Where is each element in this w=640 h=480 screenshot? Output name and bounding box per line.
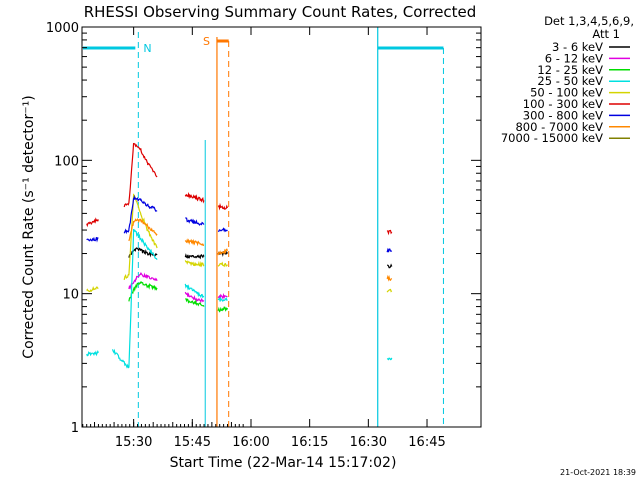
legend-label-8: 7000 - 15000 keV	[501, 131, 603, 145]
series-7-segment-1	[184, 238, 205, 247]
x-tick-label-3: 16:15	[291, 435, 328, 450]
series-2-segment-1	[185, 298, 205, 307]
series-3-segment-3	[217, 296, 228, 303]
series-3-segment-1	[111, 228, 158, 369]
series-7-segment-3	[386, 274, 393, 282]
y-tick-label-2: 100	[54, 154, 79, 169]
plot-layer: NS	[83, 27, 444, 427]
series-7-segment-0	[128, 218, 158, 242]
series-5-segment-4	[386, 229, 393, 236]
legend-header-line-2: Att 1	[592, 27, 620, 41]
series-5-segment-3	[217, 202, 229, 211]
legend-label-6: 300 - 800 keV	[523, 108, 603, 122]
legend-header-line-1: Det 1,3,4,5,6,9,	[544, 14, 634, 28]
series-1-segment-0	[128, 272, 158, 290]
chart-title: RHESSI Observing Summary Count Rates, Co…	[84, 3, 477, 21]
series-5-segment-2	[184, 191, 205, 204]
saa-label: S	[203, 35, 210, 48]
series-2-segment-2	[217, 306, 229, 313]
series-7-segment-2	[217, 248, 229, 256]
series-4-segment-0	[86, 286, 99, 293]
series-5-segment-0	[86, 217, 99, 228]
footer-date: 21-Oct-2021 18:39	[560, 468, 636, 477]
y-tick-label-1: 10	[62, 288, 79, 303]
x-tick-label-2: 16:00	[232, 435, 269, 450]
legend-label-5: 100 - 300 keV	[523, 97, 603, 111]
x-tick-label-1: 15:45	[174, 435, 211, 450]
series-4-segment-4	[386, 288, 393, 293]
series-6-segment-1	[123, 194, 158, 235]
series-6-segment-4	[386, 247, 393, 253]
series-3-segment-0	[86, 350, 99, 357]
x-axis-label: Start Time (22-Mar-14 15:17:02)	[170, 455, 397, 471]
series-0-segment-1	[184, 253, 205, 260]
series-4-segment-1	[123, 193, 158, 281]
series-6-segment-3	[217, 227, 228, 233]
series-1-segment-1	[184, 291, 205, 304]
series-2-segment-0	[128, 281, 158, 302]
legend-label-7: 800 - 7000 keV	[515, 120, 603, 134]
series-5-segment-1	[123, 142, 158, 208]
series-6-segment-2	[185, 217, 205, 226]
legend-label-3: 25 - 50 keV	[537, 74, 603, 88]
x-tick-label-4: 16:30	[350, 435, 387, 450]
plot-frame	[81, 26, 482, 428]
y-tick-label-3: 1000	[46, 21, 79, 36]
legend-label-4: 50 - 100 keV	[530, 86, 603, 100]
series-3-segment-4	[386, 357, 393, 361]
series-1-segment-2	[217, 292, 228, 300]
x-tick-label-5: 16:45	[408, 435, 445, 450]
series-0-segment-3	[387, 263, 393, 269]
y-tick-label-0: 1	[71, 421, 79, 436]
legend-label-2: 12 - 25 keV	[537, 63, 603, 77]
x-tick-label-0: 15:30	[115, 435, 152, 450]
night-label: N	[143, 42, 151, 55]
series-4-segment-2	[184, 260, 205, 268]
legend-label-0: 3 - 6 keV	[552, 40, 603, 54]
axes-layer: 15:30 15:45 16:00 16:15 16:30 16:45 1 10 100 1000	[46, 21, 482, 450]
series-3-segment-2	[184, 283, 205, 299]
series-6-segment-0	[86, 236, 99, 243]
y-axis-label: Corrected Count Rate (s⁻¹ detector⁻¹)	[21, 95, 37, 358]
legend-label-1: 6 - 12 keV	[545, 51, 603, 65]
series-4-segment-3	[217, 261, 228, 268]
